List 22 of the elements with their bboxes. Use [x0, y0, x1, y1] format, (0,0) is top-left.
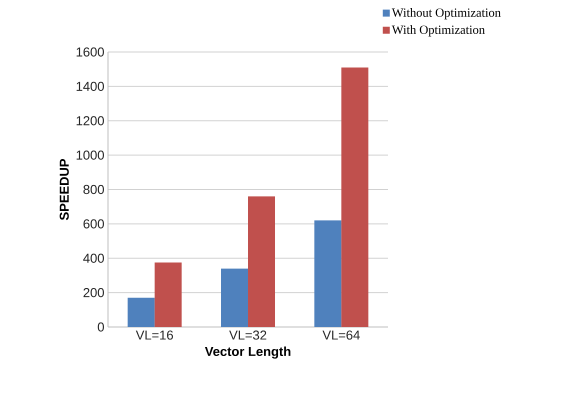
y-tick-label: 0 — [98, 322, 104, 332]
y-axis-title: SPEEDUP — [60, 158, 69, 220]
y-tick-label: 400 — [83, 254, 104, 263]
bar — [248, 196, 276, 327]
bar — [341, 67, 368, 327]
x-tick-label: VL=64 — [322, 330, 360, 340]
x-tick-label: VL=16 — [136, 330, 174, 340]
y-tick-label: 800 — [83, 184, 104, 194]
bar — [128, 298, 155, 327]
y-tick-label: 200 — [84, 288, 104, 298]
legend-label: With Optimization — [392, 25, 485, 36]
x-axis-title: Vector Length — [204, 346, 290, 359]
bar — [314, 220, 342, 327]
y-tick-label: 1600 — [76, 47, 104, 57]
bar — [221, 268, 248, 327]
bar — [154, 262, 182, 327]
y-tick-label: 600 — [84, 219, 104, 228]
y-tick-label: 1400 — [76, 82, 104, 91]
y-tick-label: 1200 — [76, 116, 104, 126]
y-tick-label: 1000 — [76, 150, 104, 160]
legend-label: Without Optimization — [392, 8, 501, 20]
x-tick-label: VL=32 — [229, 330, 266, 340]
